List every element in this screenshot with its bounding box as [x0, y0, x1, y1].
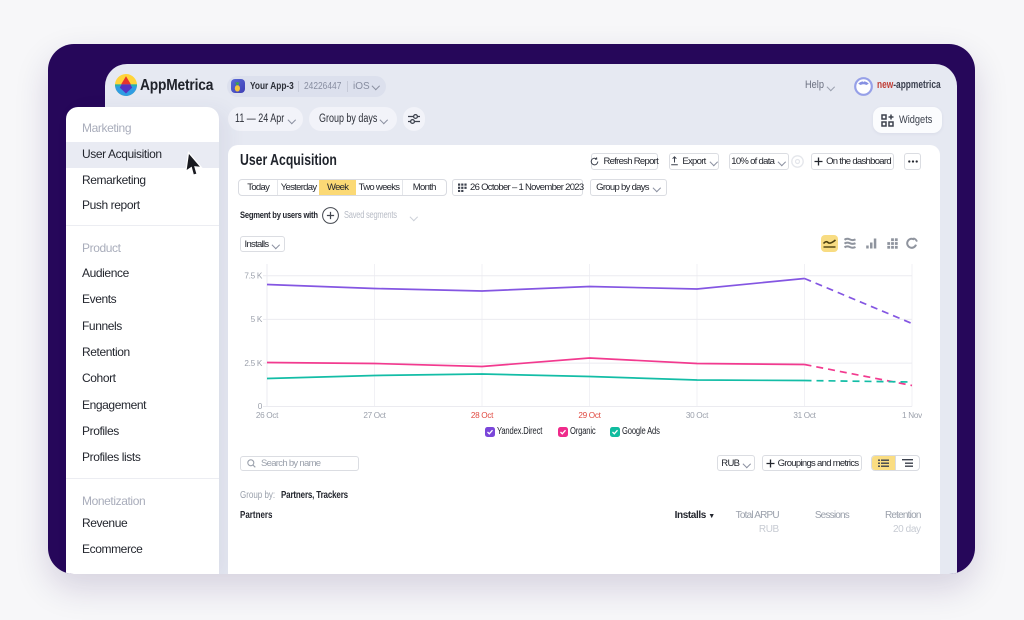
svg-text:27 Oct: 27 Oct — [363, 411, 386, 420]
svg-text:26 Oct: 26 Oct — [256, 411, 279, 420]
svg-text:30 Oct: 30 Oct — [686, 411, 709, 420]
svg-text:5 K: 5 K — [251, 315, 263, 324]
svg-text:0: 0 — [258, 402, 263, 411]
svg-text:28 Oct: 28 Oct — [471, 411, 494, 420]
svg-text:1 Nov: 1 Nov — [902, 411, 922, 420]
svg-text:29 Oct: 29 Oct — [578, 411, 601, 420]
svg-text:2.5 K: 2.5 K — [244, 359, 262, 368]
svg-text:7.5 K: 7.5 K — [244, 271, 262, 280]
svg-text:31 Oct: 31 Oct — [793, 411, 816, 420]
